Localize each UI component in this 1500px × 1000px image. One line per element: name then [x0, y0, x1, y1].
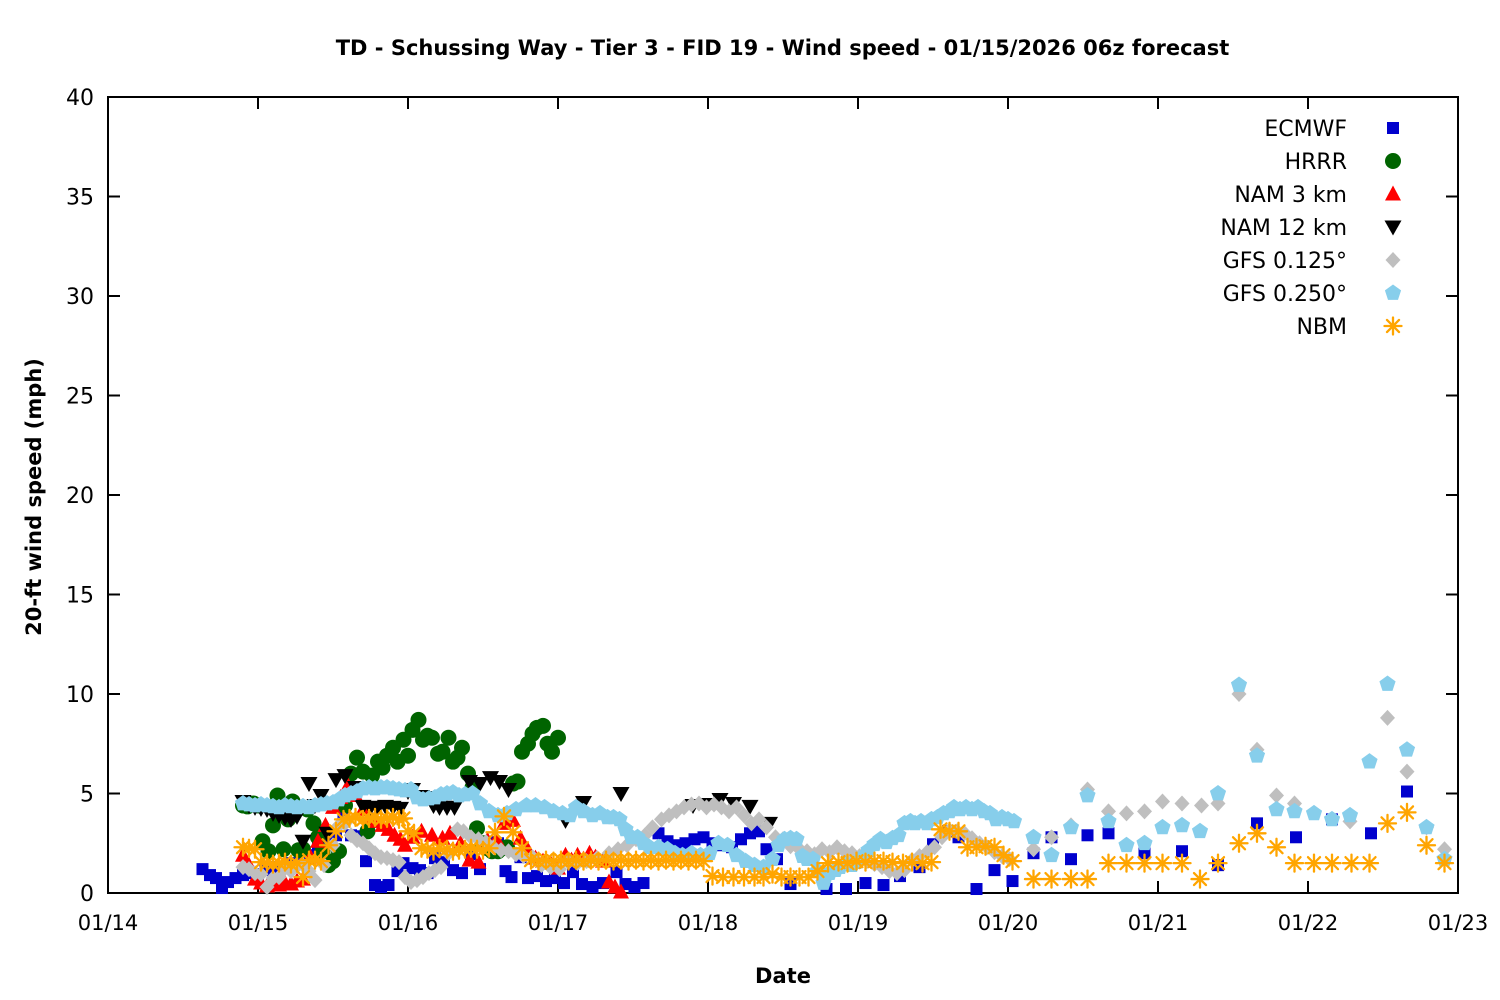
x-tick-label: 01/17 — [528, 911, 589, 935]
legend-label: NAM 3 km — [1234, 183, 1347, 208]
legend-marker-triangle-up-icon — [1385, 185, 1401, 201]
legend-marker-circle-icon — [1385, 153, 1401, 169]
legend-label: NAM 12 km — [1220, 216, 1347, 241]
legend-item-hrrr: HRRR — [1285, 150, 1401, 175]
y-tick-label: 20 — [66, 484, 94, 509]
y-tick-label: 15 — [66, 584, 94, 609]
y-tick-label: 5 — [80, 783, 94, 808]
x-tick-label: 01/19 — [828, 911, 889, 935]
x-tick-label: 01/20 — [978, 911, 1039, 935]
legend-label: ECMWF — [1264, 117, 1347, 142]
series-nbm — [233, 802, 1455, 889]
legend-item-ecmwf: ECMWF — [1264, 117, 1399, 142]
x-tick-label: 01/21 — [1128, 911, 1189, 935]
x-tick-label: 01/16 — [378, 911, 439, 935]
legend: ECMWF HRRR NAM 3 km NAM 12 km GFS 0.125° GFS … — [1220, 117, 1403, 340]
legend-item-nbm: NBM — [1296, 315, 1403, 340]
x-tick-label: 01/22 — [1278, 911, 1339, 935]
y-tick-label: 0 — [80, 882, 94, 907]
y-tick-label: 35 — [66, 186, 94, 211]
legend-marker-diamond-icon — [1385, 252, 1401, 268]
x-axis-label: Date — [755, 964, 811, 988]
y-tick-label: 30 — [66, 285, 94, 310]
x-tick-label: 01/23 — [1428, 911, 1489, 935]
legend-label: HRRR — [1285, 150, 1347, 175]
x-tick-label: 01/15 — [228, 911, 289, 935]
legend-marker-square-icon — [1387, 122, 1399, 134]
legend-item-gfs-0-125: GFS 0.125° — [1223, 249, 1401, 274]
legend-label: GFS 0.250° — [1223, 282, 1347, 307]
legend-item-nam-3-km: NAM 3 km — [1234, 183, 1401, 208]
axes: 01/14 01/15 01/16 01/17 01/18 01/19 01/20 01/21… — [66, 86, 1488, 935]
legend-marker-triangle-down-icon — [1384, 220, 1402, 236]
legend-item-gfs-0-250: GFS 0.250° — [1223, 282, 1402, 307]
x-tick-label: 01/18 — [678, 911, 739, 935]
legend-item-nam-12-km: NAM 12 km — [1220, 216, 1402, 241]
legend-label: NBM — [1296, 315, 1347, 340]
y-tick-label: 10 — [66, 683, 94, 708]
x-tick-label: 01/14 — [78, 911, 139, 935]
y-tick-label: 40 — [66, 86, 94, 111]
chart-title: TD - Schussing Way - Tier 3 - FID 19 - W… — [335, 36, 1230, 60]
legend-marker-asterisk-icon — [1383, 316, 1403, 336]
legend-label: GFS 0.125° — [1223, 249, 1347, 274]
y-tick-label: 25 — [66, 385, 94, 410]
legend-marker-pentagon-icon — [1384, 284, 1402, 300]
